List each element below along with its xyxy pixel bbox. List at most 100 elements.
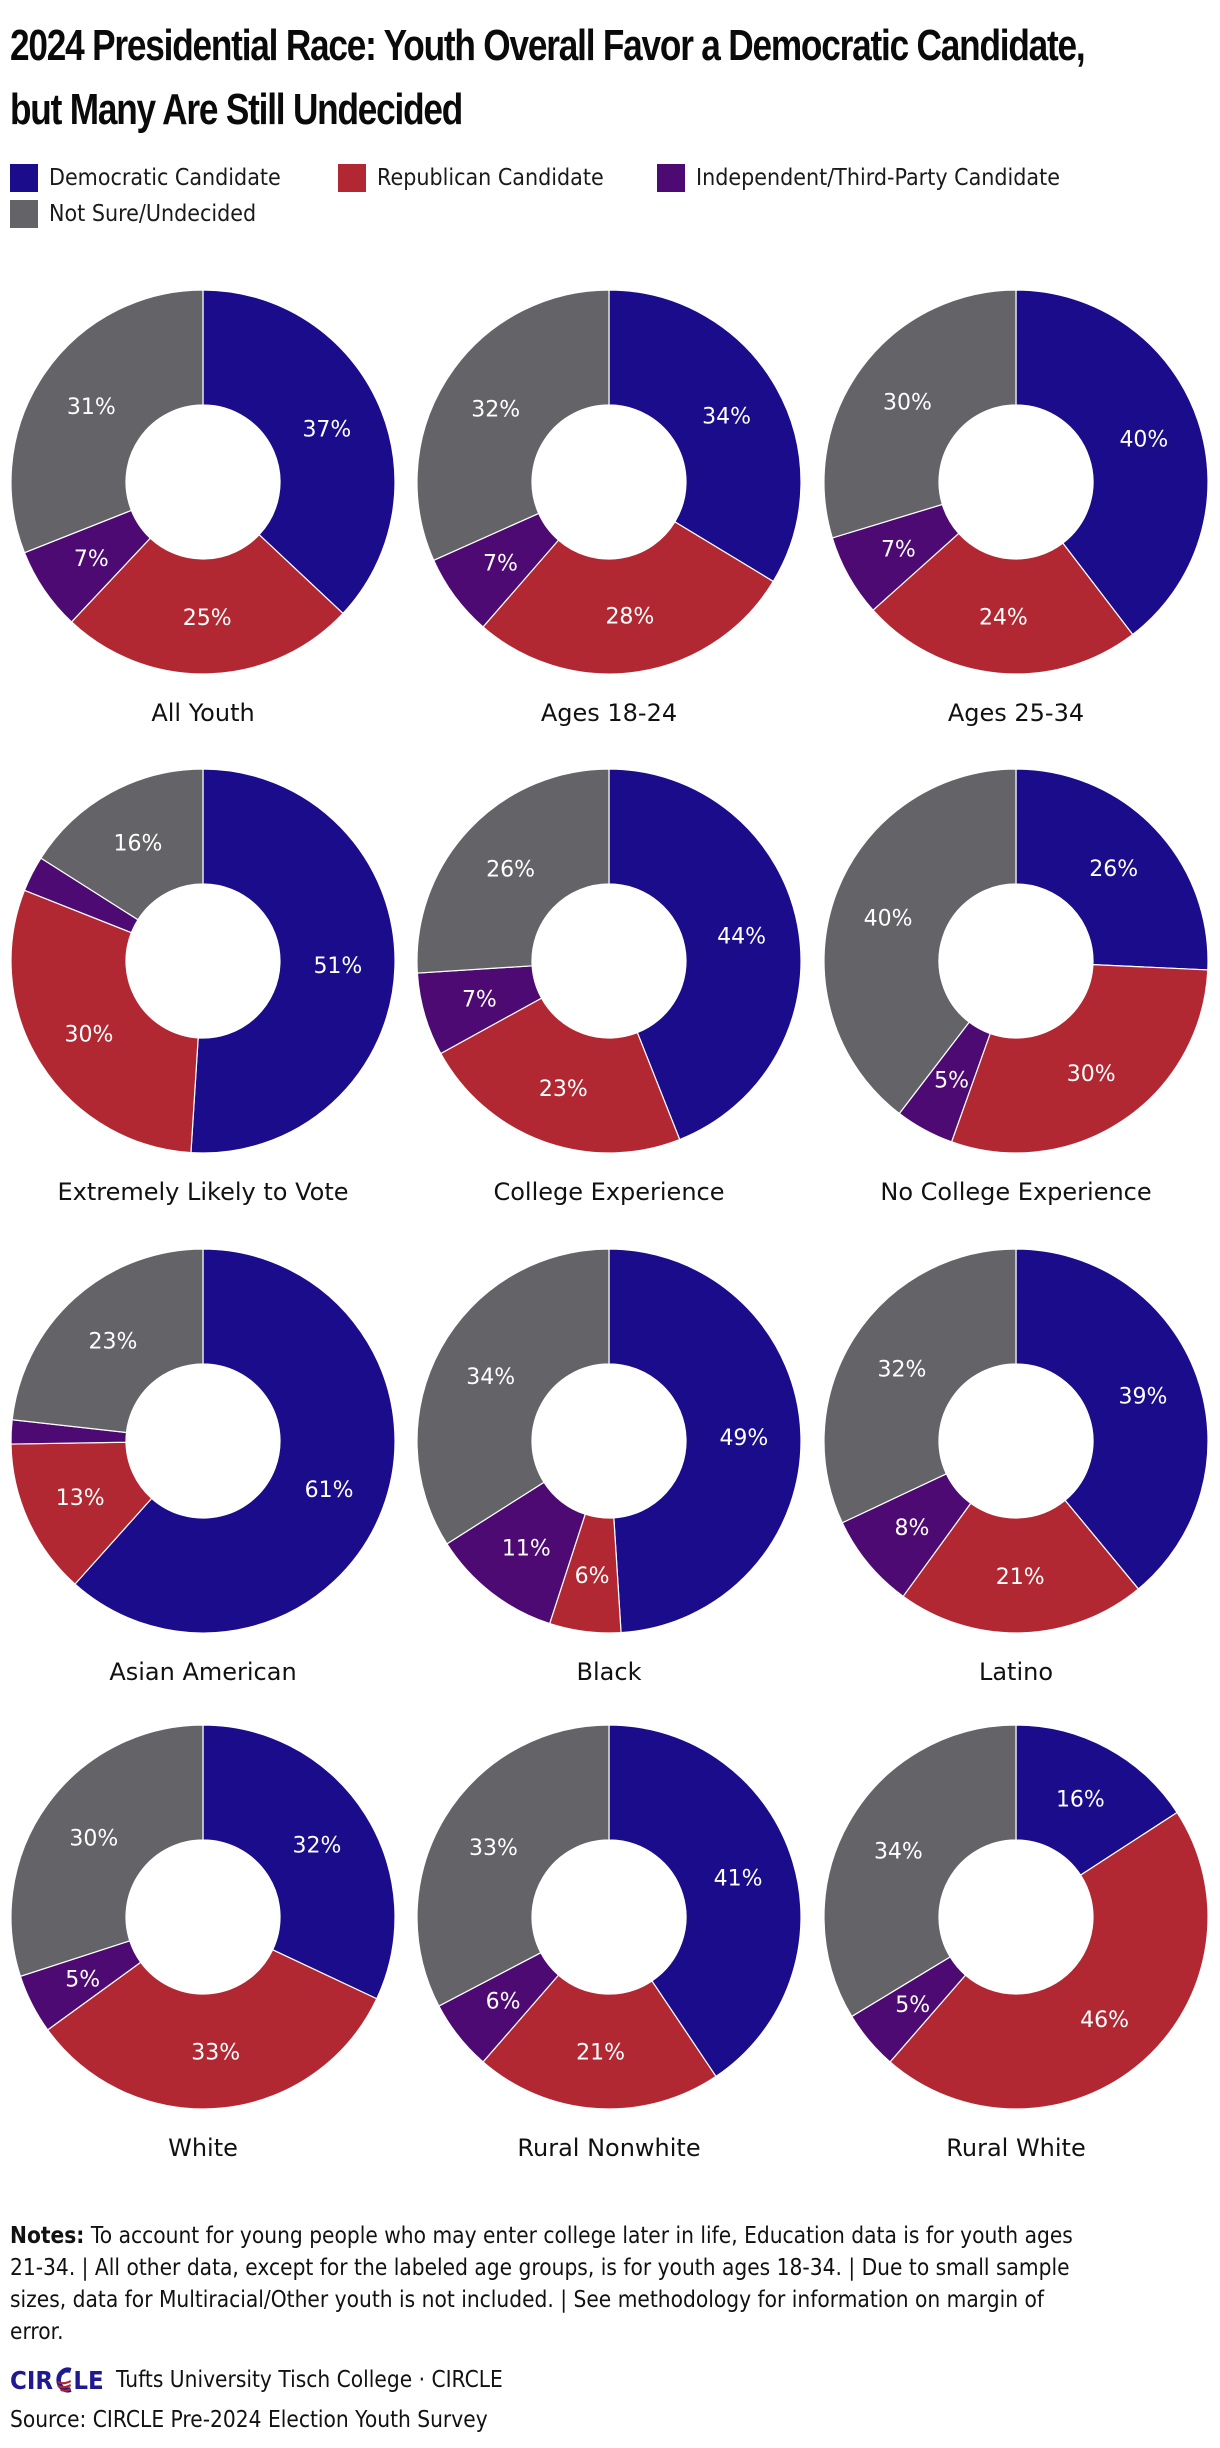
- legend-label-independent: Independent/Third-Party Candidate: [696, 165, 1060, 191]
- slice-value-label: 51%: [313, 954, 362, 979]
- donut-group-label: Ages 25-34: [948, 699, 1084, 727]
- donut-slice-independent: [438, 1951, 560, 2063]
- donut-slice-independent: [23, 857, 139, 934]
- donut-slice-undecided: [416, 1248, 610, 1545]
- slice-value-label: 25%: [183, 606, 232, 631]
- donut-group-label: No College Experience: [880, 1178, 1151, 1206]
- donut-slice-undecided: [823, 1248, 1017, 1524]
- slice-value-label: 30%: [65, 1022, 114, 1047]
- slice-value-label: 34%: [466, 1365, 515, 1390]
- donut-slice-undecided: [10, 289, 204, 554]
- slice-value-label: 30%: [1067, 1062, 1116, 1087]
- slice-value-label: 7%: [483, 551, 518, 576]
- slice-value-label: 46%: [1080, 2008, 1129, 2033]
- donut-chart: 32% 33% 5% 30% White: [10, 1724, 396, 2162]
- slice-value-label: 44%: [717, 925, 766, 950]
- slice-value-label: 7%: [74, 547, 109, 572]
- donut-chart: 37% 25% 7% 31% All Youth: [10, 289, 396, 727]
- slice-value-label: 8%: [895, 1516, 930, 1541]
- slice-value-label: 5%: [934, 1069, 969, 1094]
- donut-slice-democratic: [608, 1248, 802, 1634]
- chart-title: 2024 Presidential Race: Youth Overall Fa…: [10, 14, 1086, 142]
- donut-slice-democratic: [1015, 1248, 1209, 1590]
- slice-value-label: 33%: [191, 2040, 240, 2065]
- slice-value-label: 6%: [486, 1990, 521, 2015]
- donut-slice-independent: [10, 1419, 128, 1445]
- donut-slice-democratic: [190, 768, 396, 1154]
- donut-slice-democratic: [608, 289, 802, 583]
- donut-slice-independent: [841, 1472, 972, 1598]
- legend-item-democratic: Democratic Candidate: [10, 164, 306, 192]
- slice-value-label: 5%: [65, 1967, 100, 1992]
- donut-chart: 51% 30% 16% Extremely Likely to Vote: [10, 768, 396, 1206]
- slice-value-label: 5%: [895, 1993, 930, 2018]
- slice-value-label: 26%: [1089, 857, 1138, 882]
- legend-item-undecided: Not Sure/Undecided: [10, 200, 279, 228]
- donut-slice-republican: [439, 997, 681, 1154]
- slice-value-label: 23%: [539, 1077, 588, 1102]
- slice-value-label: 26%: [486, 858, 535, 883]
- donut-slice-republican: [70, 533, 344, 675]
- slice-value-label: 21%: [576, 2041, 625, 2066]
- slice-value-label: 41%: [714, 1867, 763, 1892]
- donut-slice-republican: [950, 963, 1209, 1154]
- donut-slice-republican: [482, 521, 775, 675]
- donut-slice-republican: [46, 1948, 378, 2110]
- circle-logo-suffix: LE: [73, 2365, 104, 2395]
- slice-value-label: 7%: [462, 988, 497, 1013]
- slice-value-label: 21%: [996, 1565, 1045, 1590]
- footer-org: CIR LE Tufts University Tisch College · …: [10, 2363, 555, 2397]
- donut-chart: 41% 21% 6% 33% Rural Nonwhite: [416, 1724, 802, 2162]
- donut-slice-independent: [416, 965, 543, 1055]
- donut-slice-democratic: [1015, 289, 1209, 636]
- source-note: Source: CIRCLE Pre-2024 Election Youth S…: [10, 2407, 488, 2433]
- donut-slice-independent: [432, 512, 560, 628]
- donut-group-label: Rural White: [946, 2134, 1085, 2162]
- donut-group-label: College Experience: [493, 1178, 724, 1206]
- donut-slice-democratic: [1015, 1724, 1178, 1876]
- circle-logo: CIR LE: [10, 2366, 104, 2395]
- donut-slice-republican: [548, 1513, 622, 1634]
- donut-slice-republican: [889, 1811, 1209, 2110]
- slice-value-label: 37%: [302, 417, 351, 442]
- donut-slice-independent: [446, 1481, 586, 1625]
- donut-slice-undecided: [11, 1248, 204, 1434]
- donut-group-label: Black: [577, 1658, 642, 1686]
- donut-group-label: Latino: [979, 1658, 1053, 1686]
- donut-slice-democratic: [608, 768, 802, 1141]
- donut-slice-independent: [898, 1021, 991, 1143]
- slice-value-label: 32%: [878, 1358, 927, 1383]
- slice-value-label: 61%: [305, 1478, 354, 1503]
- slice-value-label: 49%: [719, 1426, 768, 1451]
- donut-slice-undecided: [823, 289, 1017, 539]
- donut-slice-independent: [850, 1956, 967, 2063]
- donut-slice-democratic: [202, 289, 396, 615]
- slice-value-label: 34%: [874, 1840, 923, 1865]
- legend-item-republican: Republican Candidate: [338, 164, 629, 192]
- donut-slice-independent: [19, 1940, 142, 2031]
- slice-value-label: 16%: [1056, 1787, 1105, 1812]
- donut-slice-republican: [482, 1974, 717, 2110]
- circle-logo-flag-c-icon: [56, 2367, 72, 2393]
- donut-slice-republican: [10, 889, 199, 1154]
- slice-value-label: 40%: [864, 907, 913, 932]
- slice-value-label: 32%: [471, 398, 520, 423]
- legend-swatch-democratic: [10, 164, 38, 192]
- slice-value-label: 7%: [881, 537, 916, 562]
- slice-value-label: 16%: [114, 832, 163, 857]
- slice-value-label: 28%: [605, 604, 654, 629]
- donut-charts-grid: 37% 25% 7% 31% All Youth 34% 28% 7% 32% Ages 18-2…: [10, 289, 1209, 2162]
- notes: Notes: To account for young people who m…: [10, 2220, 1088, 2348]
- slice-value-label: 33%: [469, 1836, 518, 1861]
- donut-slice-democratic: [74, 1248, 396, 1634]
- slice-value-label: 34%: [702, 405, 751, 430]
- donut-chart: 44% 23% 7% 26% College Experience: [416, 768, 802, 1206]
- legend-swatch-independent: [657, 164, 685, 192]
- donut-chart: 39% 21% 8% 32% Latino: [823, 1248, 1209, 1686]
- notes-text: To account for young people who may ente…: [10, 2223, 1073, 2345]
- legend-swatch-undecided: [10, 200, 38, 228]
- legend-label-republican: Republican Candidate: [377, 165, 604, 191]
- donut-slice-republican: [902, 1499, 1140, 1634]
- donut-chart: 40% 24% 7% 30% Ages 25-34: [823, 289, 1209, 727]
- chart-title-line-2: but Many Are Still Undecided: [10, 85, 463, 134]
